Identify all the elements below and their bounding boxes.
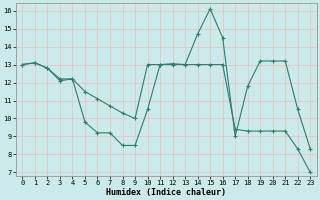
X-axis label: Humidex (Indice chaleur): Humidex (Indice chaleur) <box>106 188 226 197</box>
